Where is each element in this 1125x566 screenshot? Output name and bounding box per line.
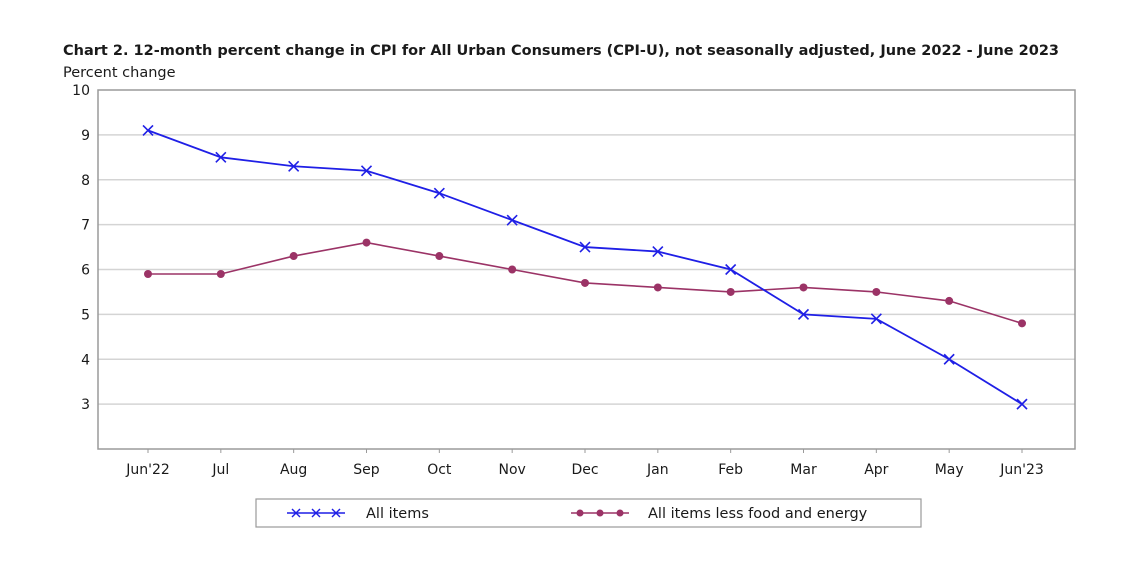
y-axis-label: Percent change xyxy=(63,65,176,81)
marker-stroke xyxy=(215,151,227,163)
data-point xyxy=(506,214,518,226)
data-point xyxy=(870,313,882,325)
x-tick-label: Oct xyxy=(427,462,452,478)
y-tick-label: 6 xyxy=(81,263,90,279)
data-point xyxy=(945,296,954,305)
x-tick-label: Sep xyxy=(353,462,380,478)
data-point xyxy=(799,283,808,292)
marker-stroke xyxy=(870,313,882,325)
data-point xyxy=(1016,398,1028,410)
data-point xyxy=(1018,319,1026,328)
y-tick-label: 4 xyxy=(81,352,90,368)
marker-stroke xyxy=(360,165,373,177)
gridlines xyxy=(98,134,1075,405)
marker-stroke xyxy=(579,241,591,253)
data-point xyxy=(144,269,152,278)
series-line-all-items xyxy=(147,129,1023,405)
data-point xyxy=(872,287,881,296)
x-tick-label: Aug xyxy=(280,462,307,478)
marker-stroke xyxy=(652,245,664,258)
y-tick-label: 9 xyxy=(81,128,90,144)
data-point xyxy=(288,160,300,172)
x-tick-label: Feb xyxy=(718,462,743,478)
marker-stroke xyxy=(433,187,445,199)
x-tick-label: Jul xyxy=(211,462,229,478)
marker-stroke xyxy=(725,263,737,276)
x-tick-label: May xyxy=(935,462,964,478)
chart-title: Chart 2. 12-month percent change in CPI … xyxy=(63,43,1059,59)
data-point xyxy=(943,353,955,365)
data-point xyxy=(581,278,589,287)
data-point xyxy=(653,283,662,292)
x-tick-label: Apr xyxy=(864,462,888,478)
y-tick-label: 8 xyxy=(81,173,90,189)
x-tick-label: Dec xyxy=(571,462,598,478)
x-tick-label: Jun'23 xyxy=(999,462,1044,478)
plot-frame xyxy=(97,89,1076,450)
data-point xyxy=(579,241,591,253)
series-all-items xyxy=(142,124,1028,410)
y-tick-label: 5 xyxy=(81,307,90,323)
legend-item-all-items-less-food-and-energy: All items less food and energy xyxy=(571,506,868,522)
x-tick-label: Mar xyxy=(790,462,817,478)
series xyxy=(142,124,1028,410)
data-point xyxy=(362,238,371,247)
marker-stroke xyxy=(506,214,518,226)
data-point xyxy=(360,165,373,177)
series-all-items-less-food-and-energy xyxy=(144,238,1026,328)
legend-item-all-items: All items xyxy=(287,506,429,522)
legend: All items All items less food and energy xyxy=(255,498,922,528)
axes: 3 4 5 6 7 8 9 10 Jun'22 Jul Aug Sep Oct Nov Dec Jan Feb M… xyxy=(72,83,1076,478)
x-tick-label: Jun'22 xyxy=(125,462,170,478)
y-tick-label: 3 xyxy=(81,397,90,413)
data-point xyxy=(289,252,298,261)
data-point xyxy=(435,252,444,261)
marker-stroke xyxy=(142,124,154,136)
legend-marker xyxy=(311,508,321,518)
legend-label: All items less food and energy xyxy=(648,506,868,522)
marker-stroke xyxy=(288,160,300,172)
marker-stroke xyxy=(1016,398,1028,410)
legend-marker xyxy=(291,508,301,518)
marker-stroke xyxy=(797,308,810,320)
data-point xyxy=(797,308,810,320)
x-tick-label: Jan xyxy=(646,462,669,478)
data-point xyxy=(508,265,517,274)
marker-stroke xyxy=(943,353,955,365)
data-point xyxy=(725,263,737,276)
y-tick-label: 10 xyxy=(72,83,90,99)
data-point xyxy=(726,287,735,296)
data-point xyxy=(215,151,227,163)
y-tick-label: 7 xyxy=(81,218,90,234)
data-point xyxy=(216,269,225,278)
data-point xyxy=(433,187,445,199)
x-tick-label: Nov xyxy=(499,462,526,478)
data-point xyxy=(652,245,664,258)
legend-marker xyxy=(616,509,624,517)
legend-label: All items xyxy=(366,506,429,522)
legend-marker xyxy=(331,508,341,518)
data-point xyxy=(142,124,154,136)
legend-marker xyxy=(596,509,604,517)
legend-marker xyxy=(576,509,584,517)
